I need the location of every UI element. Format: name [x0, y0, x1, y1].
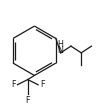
Text: H: H — [58, 40, 64, 49]
Text: F: F — [40, 80, 45, 89]
Text: N: N — [58, 46, 64, 55]
Text: F: F — [26, 96, 30, 105]
Text: F: F — [11, 80, 15, 89]
